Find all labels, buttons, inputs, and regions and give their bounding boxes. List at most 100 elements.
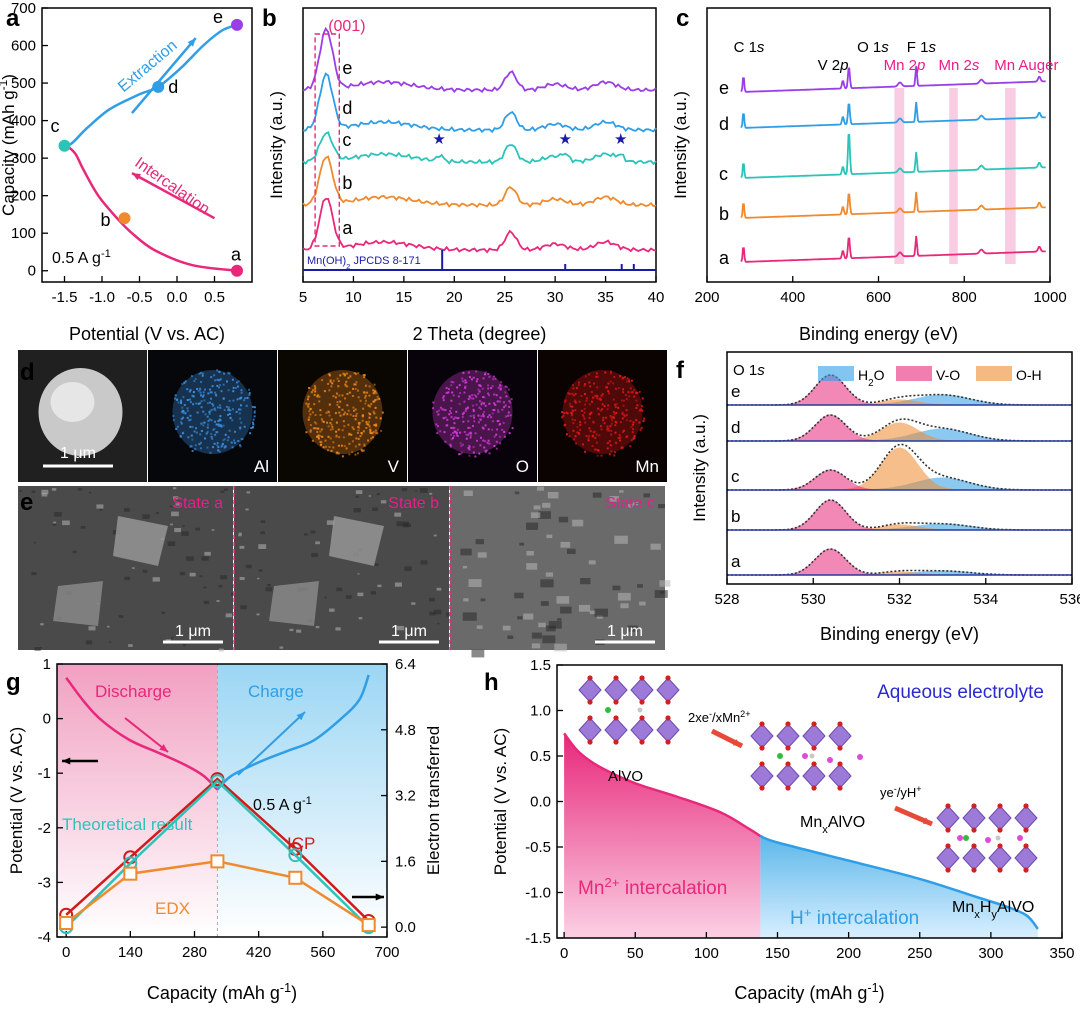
series-label: e [719,78,729,98]
map-dot [474,456,476,458]
x-tick-label: 530 [801,591,826,608]
map-dot [640,429,642,431]
x-tick-label: 250 [907,945,932,962]
sem-grain [170,524,173,526]
sem-grain [89,492,92,494]
sem-grain [89,626,96,630]
sem-grain [517,616,522,619]
sem-grain [173,487,176,489]
x-tick-label: 150 [765,945,790,962]
data-point-c [59,140,71,152]
octahedron [829,724,851,748]
x-tick-label: 100 [694,945,719,962]
series-label: d [342,98,352,118]
sem-grain [162,612,166,614]
sem-grain [595,609,609,617]
octahedron [963,806,985,830]
oxygen-atom [971,843,976,848]
sem-grain [515,492,519,495]
oxygen-atom [665,699,670,704]
sem-grain [463,598,468,601]
element-label: V [388,457,400,476]
al-atom [963,835,969,841]
panel-a-frame [42,8,252,282]
sem-grain [541,601,549,606]
band-oh [727,423,1072,441]
sem-grain [290,629,294,631]
oxygen-atom [587,699,592,704]
sem-grain [507,636,513,640]
x-tick-label: 140 [118,944,143,961]
sem-grain [546,626,556,632]
sem-grain [311,531,316,534]
sem-grain [369,495,371,496]
map-dot [252,427,254,429]
xrd-series-e [303,29,656,92]
sem-grain [324,597,327,599]
x-tick-label: -0.5 [127,289,153,306]
sem-grain [531,512,540,518]
map-dot [249,432,251,434]
series-label: c [731,467,740,486]
octahedron [829,764,851,788]
octahedron [937,806,959,830]
water-molecule [638,708,643,713]
sem-grain [532,633,542,639]
sem-grain [109,642,111,643]
sem-grain [296,630,301,633]
oxygen-atom [945,803,950,808]
reference-label: Mn(OH)2 JPCDS 8-171 [307,255,421,271]
x-tick-label: 0 [62,944,70,961]
sem-grain [463,612,477,620]
series-label: d [731,418,740,437]
map-dot [380,430,382,432]
oxygen-atom [613,739,618,744]
sem-grain [204,601,209,604]
sem-grain [171,512,179,517]
panel-letter-b: b [262,5,277,32]
annotation-intercalation: Intercalation [132,154,213,218]
series-label: b [342,173,352,193]
sem-flake [269,581,319,626]
sem-grain [86,641,92,645]
map-dot [357,452,359,454]
sem-grain [561,542,571,548]
sem-grain [579,605,590,612]
annotation-electrolyte: Aqueous electrolyte [877,682,1044,703]
water-molecule [996,836,1001,841]
band-oh [727,448,1072,490]
sem-grain [217,600,220,602]
x-axis-label: 2 Theta (degree) [413,324,547,344]
oxygen-atom [1023,867,1028,872]
sem-grain [132,567,135,569]
panel-b-frame [303,8,656,282]
y-tick-label: -0.5 [525,839,551,856]
highlight-label: (001) [328,18,365,35]
oxygen-atom [587,715,592,720]
sem-grain [537,487,544,491]
sem-grain [240,546,245,549]
y-tick-label: 3.2 [395,788,416,805]
sem-grain [40,647,43,649]
sem-grain [220,491,224,493]
sem-grain [554,644,567,652]
y-tick-label: 1.6 [395,853,416,870]
oxygen-atom [971,827,976,832]
y-tick-label: 0.0 [530,794,551,811]
xrd-series-b [303,157,656,207]
x-tick-label: -1.0 [89,289,115,306]
peak-label: Mn 2s [939,57,980,74]
sem-grain [266,587,273,591]
sem-grain [171,637,174,639]
sem-grain [534,505,541,509]
oxygen-atom [665,739,670,744]
x-tick-label: 35 [597,289,614,306]
sem-grain [259,569,263,571]
oxygen-atom [945,843,950,848]
sem-grain [257,578,259,579]
sem-grain [181,531,189,536]
sem-grain [637,584,643,588]
x-axis-label: Binding energy (eV) [820,624,979,644]
x-tick-label: 560 [310,944,335,961]
sem-grain [31,572,36,575]
